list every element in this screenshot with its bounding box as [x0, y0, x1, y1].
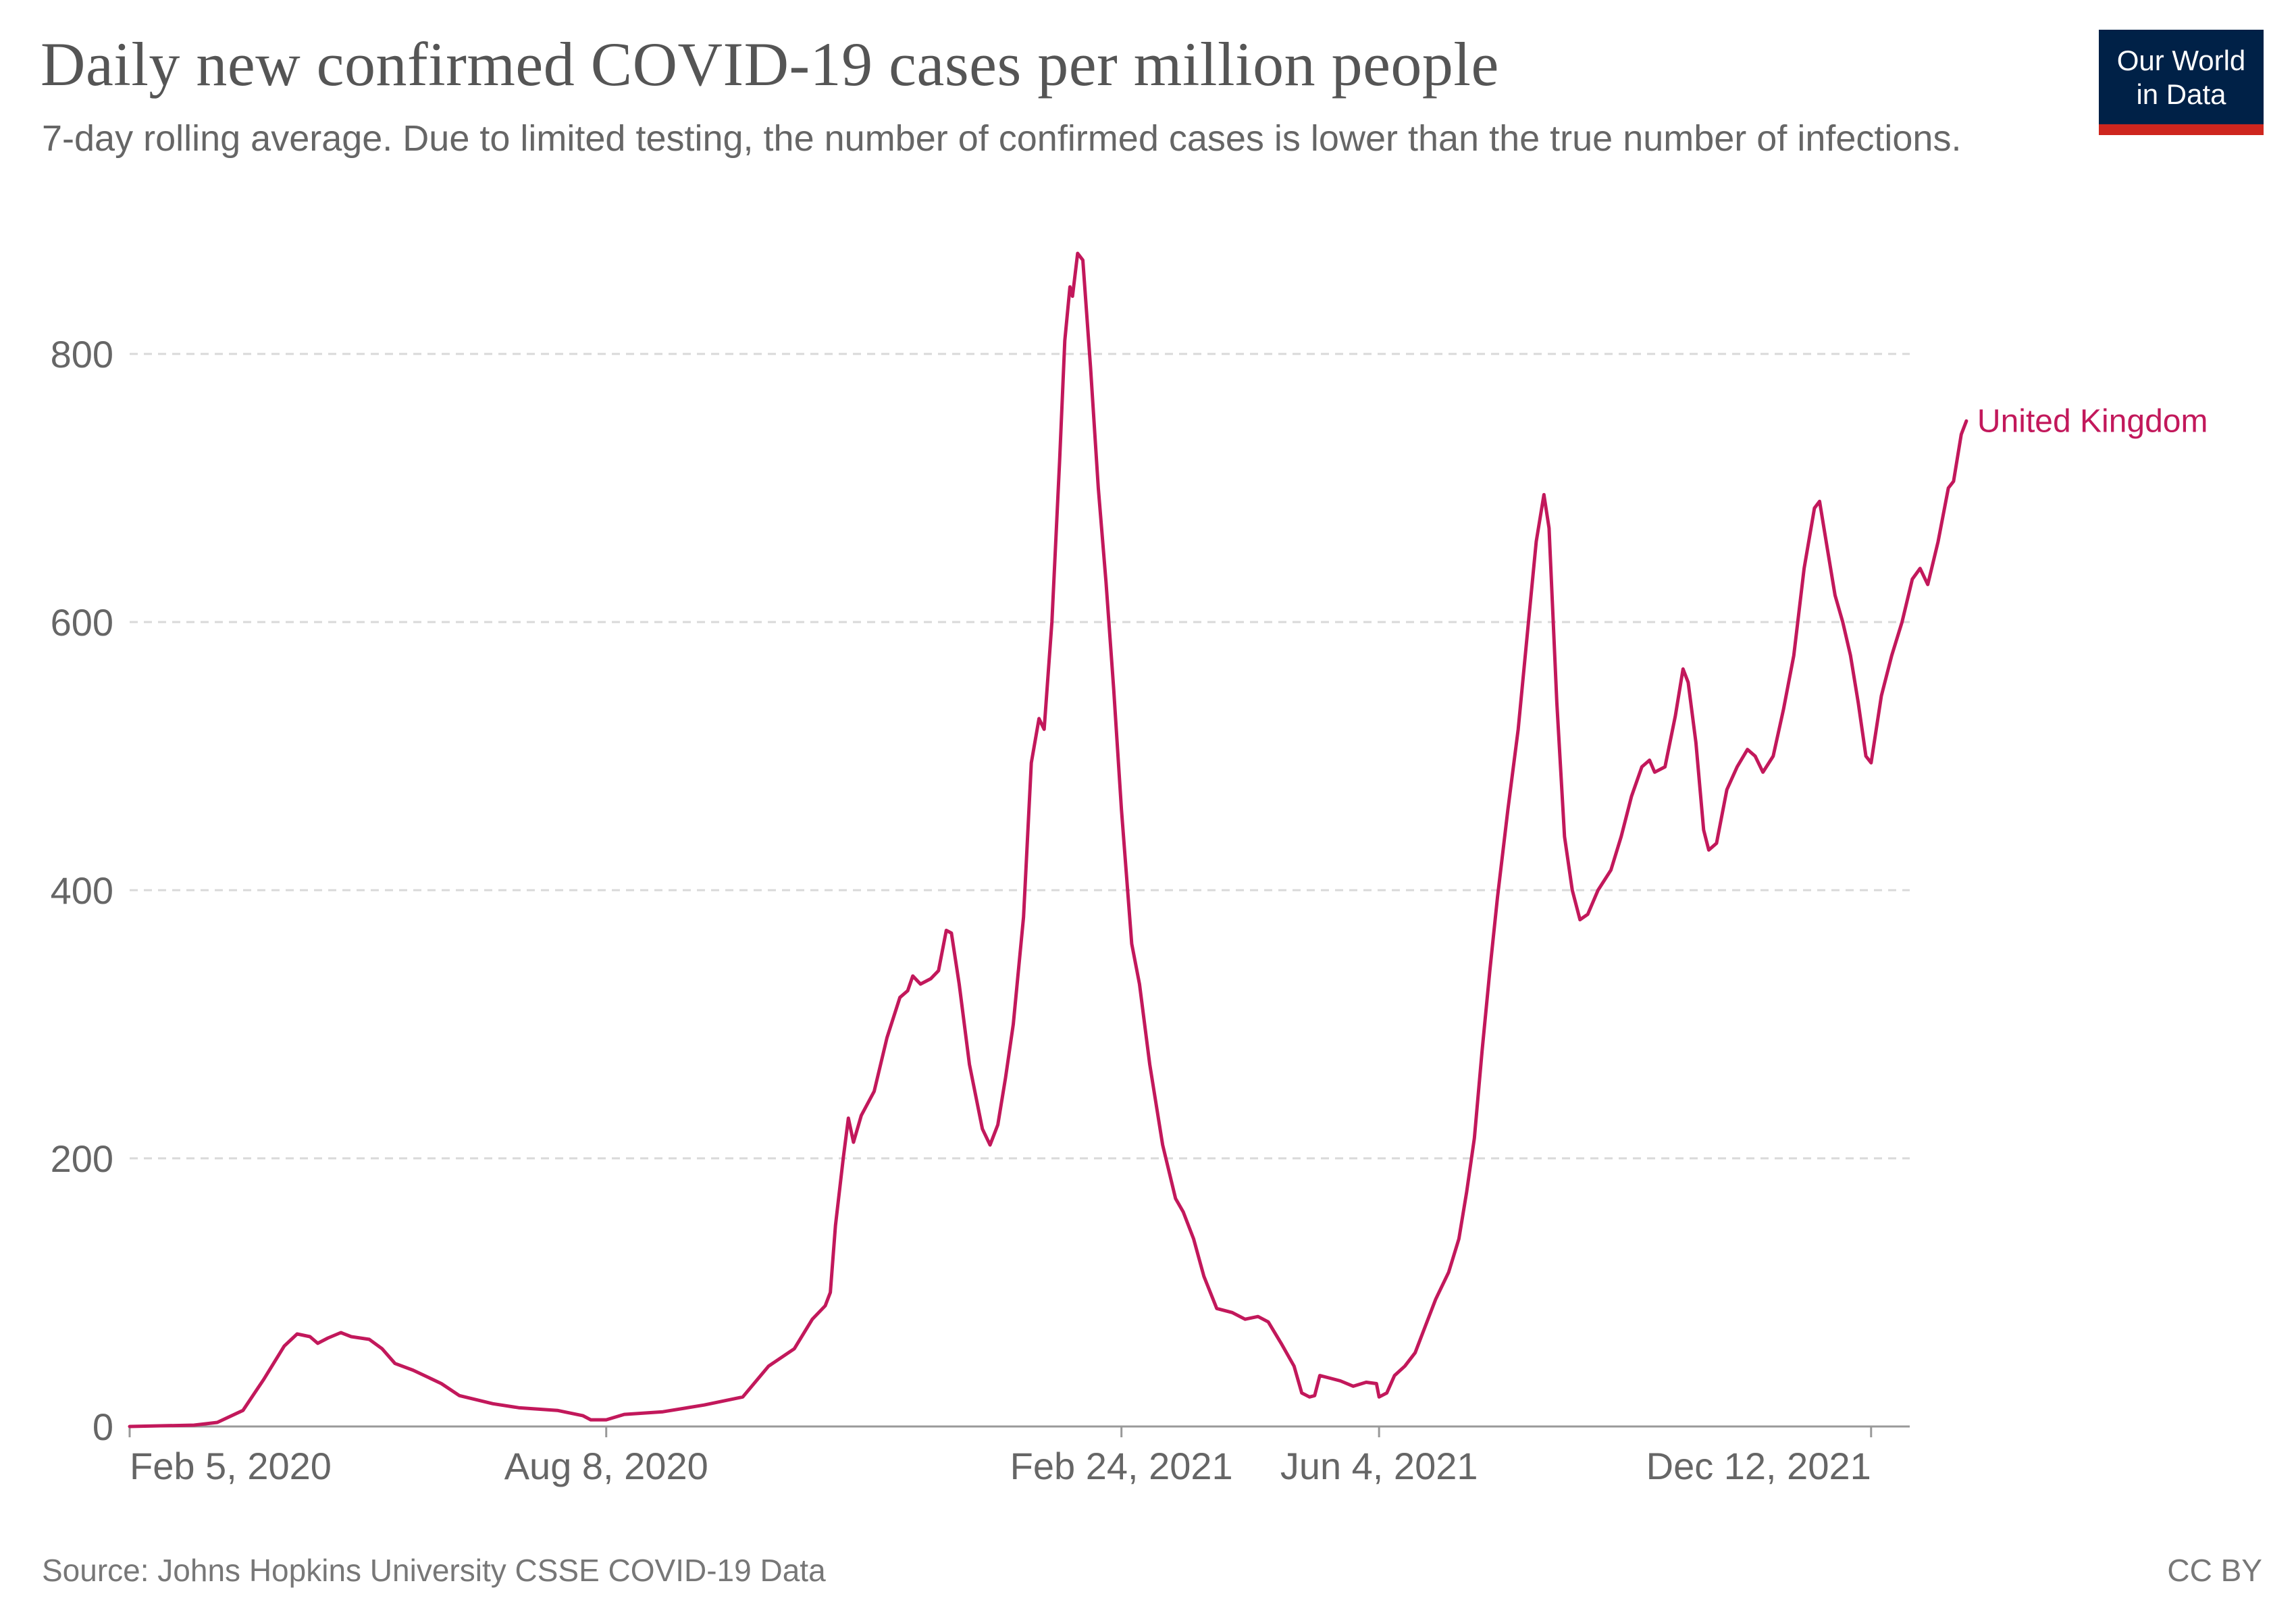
y-tick-label: 400 [51, 869, 113, 912]
y-tick-label: 600 [51, 601, 113, 644]
x-tick-label: Dec 12, 2021 [1646, 1445, 1871, 1487]
y-tick-label: 800 [51, 333, 113, 376]
x-tick-label: Aug 8, 2020 [504, 1445, 708, 1487]
series-label: United Kingdom [1977, 403, 2208, 439]
x-tick-label: Feb 5, 2020 [130, 1445, 332, 1487]
x-tick-label: Jun 4, 2021 [1280, 1445, 1478, 1487]
logo-accent-bar [2099, 124, 2264, 135]
y-tick-label: 0 [93, 1406, 113, 1448]
license-link[interactable]: CC BY [2167, 1553, 2262, 1588]
chart-title: Daily new confirmed COVID-19 cases per m… [41, 30, 1499, 99]
chart-subtitle: 7-day rolling average. Due to limited te… [42, 118, 1962, 159]
logo-line1: Our World [2116, 45, 2246, 76]
logo-line2: in Data [2136, 78, 2226, 110]
source-note[interactable]: Source: Johns Hopkins University CSSE CO… [42, 1553, 826, 1588]
series-line [128, 251, 1968, 1429]
x-tick-label: Feb 24, 2021 [1010, 1445, 1233, 1487]
y-tick-label: 200 [51, 1137, 113, 1180]
owid-logo[interactable]: Our World in Data [2099, 30, 2264, 135]
